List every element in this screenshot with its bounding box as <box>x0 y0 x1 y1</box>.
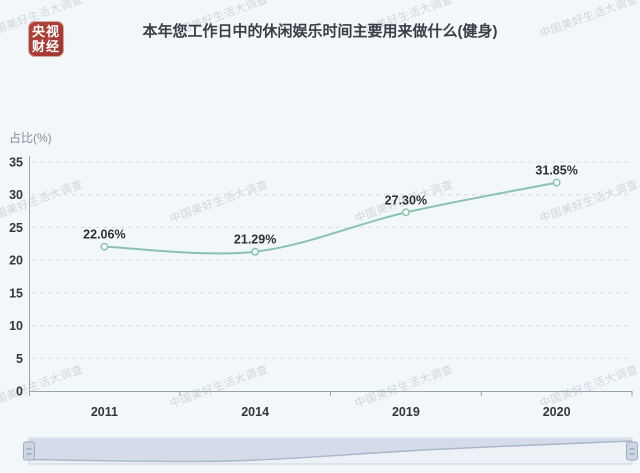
data-point-label: 31.85% <box>535 164 577 178</box>
logo-text-line2: 财经 <box>31 39 60 54</box>
y-tick-label: 10 <box>9 319 23 333</box>
logo-text-line1: 央视 <box>31 24 60 39</box>
datazoom-shadow <box>29 439 632 462</box>
y-tick-label: 15 <box>9 286 23 300</box>
y-tick-label: 5 <box>16 352 23 366</box>
y-tick-label: 20 <box>9 254 23 268</box>
cctv-finance-logo: 央视 财经 <box>28 21 64 57</box>
data-point-label: 27.30% <box>385 193 427 207</box>
x-tick-label: 2020 <box>543 405 571 419</box>
x-tick-label: 2011 <box>91 405 118 419</box>
chart-title: 本年您工作日中的休闲娱乐时间主要用来做什么(健身) <box>142 23 498 40</box>
chart-header: 央视 财经 本年您工作日中的休闲娱乐时间主要用来做什么(健身) <box>0 0 640 64</box>
x-tick-label: 2019 <box>392 405 420 419</box>
data-point[interactable] <box>552 178 561 187</box>
datazoom-handle-left[interactable] <box>23 441 35 461</box>
y-tick-label: 35 <box>9 156 23 170</box>
y-tick-label: 25 <box>9 221 23 235</box>
data-point[interactable] <box>401 208 410 217</box>
datazoom-miniline <box>28 440 633 463</box>
data-point-label: 21.29% <box>234 233 276 247</box>
datazoom-handle-right[interactable] <box>626 441 638 461</box>
series-line <box>103 181 558 255</box>
y-tick-label: 0 <box>16 385 23 399</box>
y-axis-title: 占比(%) <box>9 130 52 145</box>
data-point-label: 22.06% <box>83 228 125 242</box>
data-point[interactable] <box>100 242 109 251</box>
y-tick-label: 30 <box>9 188 23 202</box>
data-point[interactable] <box>251 247 260 256</box>
x-tick-label: 2014 <box>241 405 269 419</box>
